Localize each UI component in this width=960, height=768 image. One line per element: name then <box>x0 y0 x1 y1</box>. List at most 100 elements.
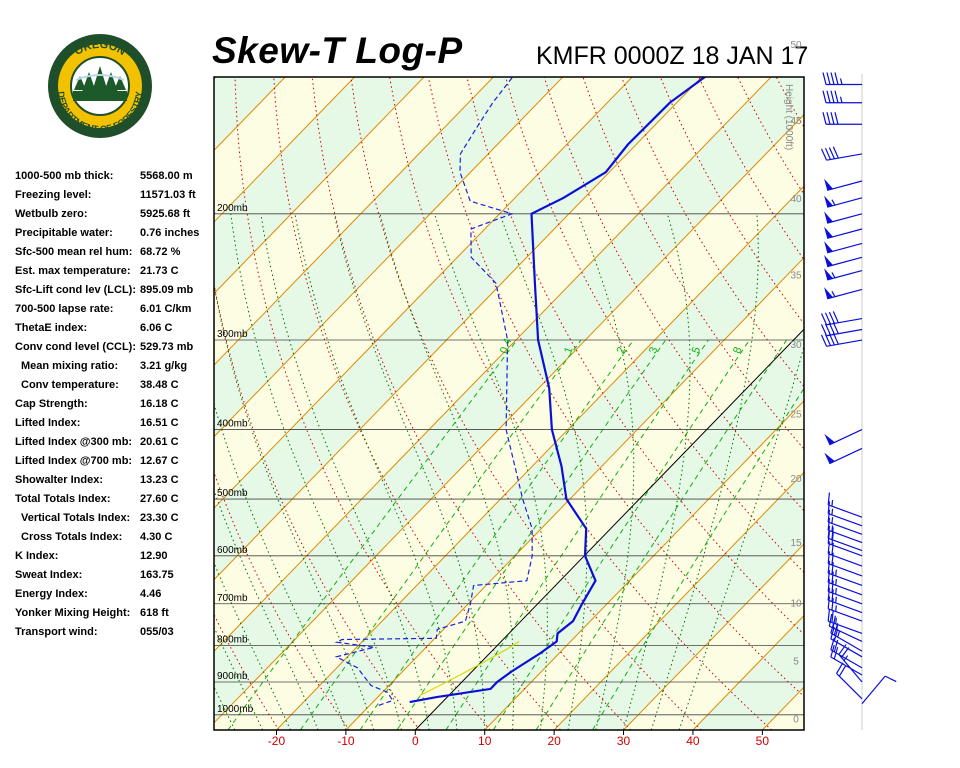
isobar-label: 500mb <box>217 488 248 499</box>
stat-row: 1000-500 mb thick: 5568.00 m <box>15 168 215 187</box>
stat-label: Sfc-Lift cond lev (LCL): <box>15 284 136 296</box>
stat-label: Est. max temperature: <box>15 265 131 277</box>
dry-adiabat-line <box>273 77 561 730</box>
stat-row: Mean mixing ratio: 3.21 g/kg <box>15 358 215 377</box>
stat-value: 895.09 mb <box>140 284 194 296</box>
station-time-label: KMFR 0000Z 18 JAN 17 <box>536 42 809 70</box>
dry-adiabat-line <box>389 77 773 730</box>
wind-barbs <box>820 72 897 705</box>
stat-row: Total Totals Index: 27.60 C <box>15 491 215 510</box>
x-tick-label: 40 <box>686 734 700 748</box>
mixing-ratio-line <box>445 339 709 730</box>
wind-barb <box>827 551 863 577</box>
dry-adiabat-line <box>883 0 960 730</box>
isobar-label: 700mb <box>217 593 248 604</box>
stat-label: Lifted Index: <box>15 417 81 429</box>
stat-value: 20.61 C <box>140 436 179 448</box>
wind-barb <box>830 626 863 658</box>
stat-row: Lifted Index @700 mb: 12.67 C <box>15 453 215 472</box>
stat-label: ThetaE index: <box>15 322 88 334</box>
wind-barb <box>828 613 863 642</box>
mixing-ratio-lines <box>227 339 804 730</box>
stat-value: 5568.00 m <box>140 170 193 182</box>
stat-label: Yonker Mixing Height: <box>15 607 131 619</box>
moist-adiabat-line <box>214 561 291 730</box>
isotherm-line <box>214 77 703 581</box>
dry-adiabat-line <box>811 0 960 730</box>
wind-barb <box>824 287 863 300</box>
parcel-path <box>419 640 520 697</box>
isotherm-line <box>623 543 804 730</box>
wind-barb <box>824 447 863 465</box>
wind-barb <box>824 211 863 224</box>
height-tick-label: 20 <box>790 474 802 485</box>
wind-barb <box>824 195 863 208</box>
wind-barb <box>820 311 863 326</box>
stat-row: ThetaE index: 6.06 C <box>15 320 215 339</box>
isotherms <box>214 77 804 730</box>
height-tick-label: 5 <box>793 657 799 668</box>
stat-row: Est. max temperature: 21.73 C <box>15 263 215 282</box>
stat-label: Wetbulb zero: <box>15 208 88 220</box>
wind-barb <box>827 560 863 587</box>
moist-adiabat-line <box>294 213 458 730</box>
stat-value: 11571.03 ft <box>140 189 196 201</box>
oregon-forestry-logo: OREGON DEPARTMENT OF FORESTRY <box>48 34 152 138</box>
mixing-ratio-line <box>592 387 804 730</box>
stat-row: Transport wind: 055/03 <box>15 624 215 643</box>
stat-label: Precipitable water: <box>15 227 113 239</box>
isotherm-line <box>484 400 804 730</box>
stat-row: Vertical Totals Index: 23.30 C <box>15 510 215 529</box>
stat-value: 68.72 % <box>140 246 181 258</box>
temperature-profile <box>409 77 707 704</box>
stat-value: 163.75 <box>140 569 174 581</box>
temperature-bands <box>214 77 804 730</box>
temp-band <box>214 114 804 730</box>
stat-value: 5925.68 ft <box>140 208 191 220</box>
x-tick-label: -20 <box>268 734 286 748</box>
stat-row: Energy Index: 4.46 <box>15 586 215 605</box>
stat-value: 16.51 C <box>140 417 179 429</box>
height-tick-label: 0 <box>793 715 799 726</box>
mixing-ratio-label: 3 <box>647 345 660 355</box>
moist-adiabat-line <box>77 214 208 730</box>
height-tick-label: 45 <box>790 116 802 127</box>
wind-barb <box>827 587 863 614</box>
x-tick-label: 0 <box>412 734 419 748</box>
moist-adiabat-line <box>577 213 635 730</box>
stat-row: Cap Strength: 16.18 C <box>15 396 215 415</box>
stat-value: 23.30 C <box>140 512 179 524</box>
stat-value: 618 ft <box>140 607 169 619</box>
freezing-isotherm <box>414 328 804 730</box>
x-tick-label: 10 <box>478 734 492 748</box>
stat-value: 6.01 C/km <box>140 303 192 315</box>
stat-label: Energy Index: <box>15 588 88 600</box>
sounding-indices-panel: 1000-500 mb thick: 5568.00 m Freezing leve… <box>15 168 215 643</box>
stat-label: Lifted Index @300 mb: <box>15 436 133 448</box>
dry-adiabat-line <box>919 0 960 730</box>
x-tick-label: 50 <box>756 734 770 748</box>
zero-isotherm-line <box>414 328 804 730</box>
isotherm-line <box>276 185 804 730</box>
dry-adiabat-line <box>214 613 280 730</box>
wind-barb <box>824 241 863 254</box>
wind-barb <box>827 517 863 544</box>
svg-text:OREGON: OREGON <box>72 39 127 58</box>
dry-adiabat-line <box>214 471 350 730</box>
isotherm-line <box>214 77 425 295</box>
mixing-ratio-label: 1 <box>562 345 575 355</box>
mixing-ratio-line <box>396 339 667 730</box>
stat-label: Conv temperature: <box>21 379 119 391</box>
height-tick-label: 10 <box>790 598 802 609</box>
isotherm-line <box>214 77 495 366</box>
moist-adiabats <box>77 213 804 730</box>
stat-value: 6.06 C <box>140 322 173 334</box>
moist-adiabat-line <box>623 213 691 730</box>
isobar-label: 300mb <box>217 329 248 340</box>
stat-value: 4.46 <box>140 588 162 600</box>
stat-label: Transport wind: <box>15 626 98 638</box>
height-tick-label: 35 <box>790 270 802 281</box>
isobar-label: 800mb <box>217 634 248 645</box>
wind-barb <box>824 178 863 191</box>
wind-barb <box>820 332 863 347</box>
